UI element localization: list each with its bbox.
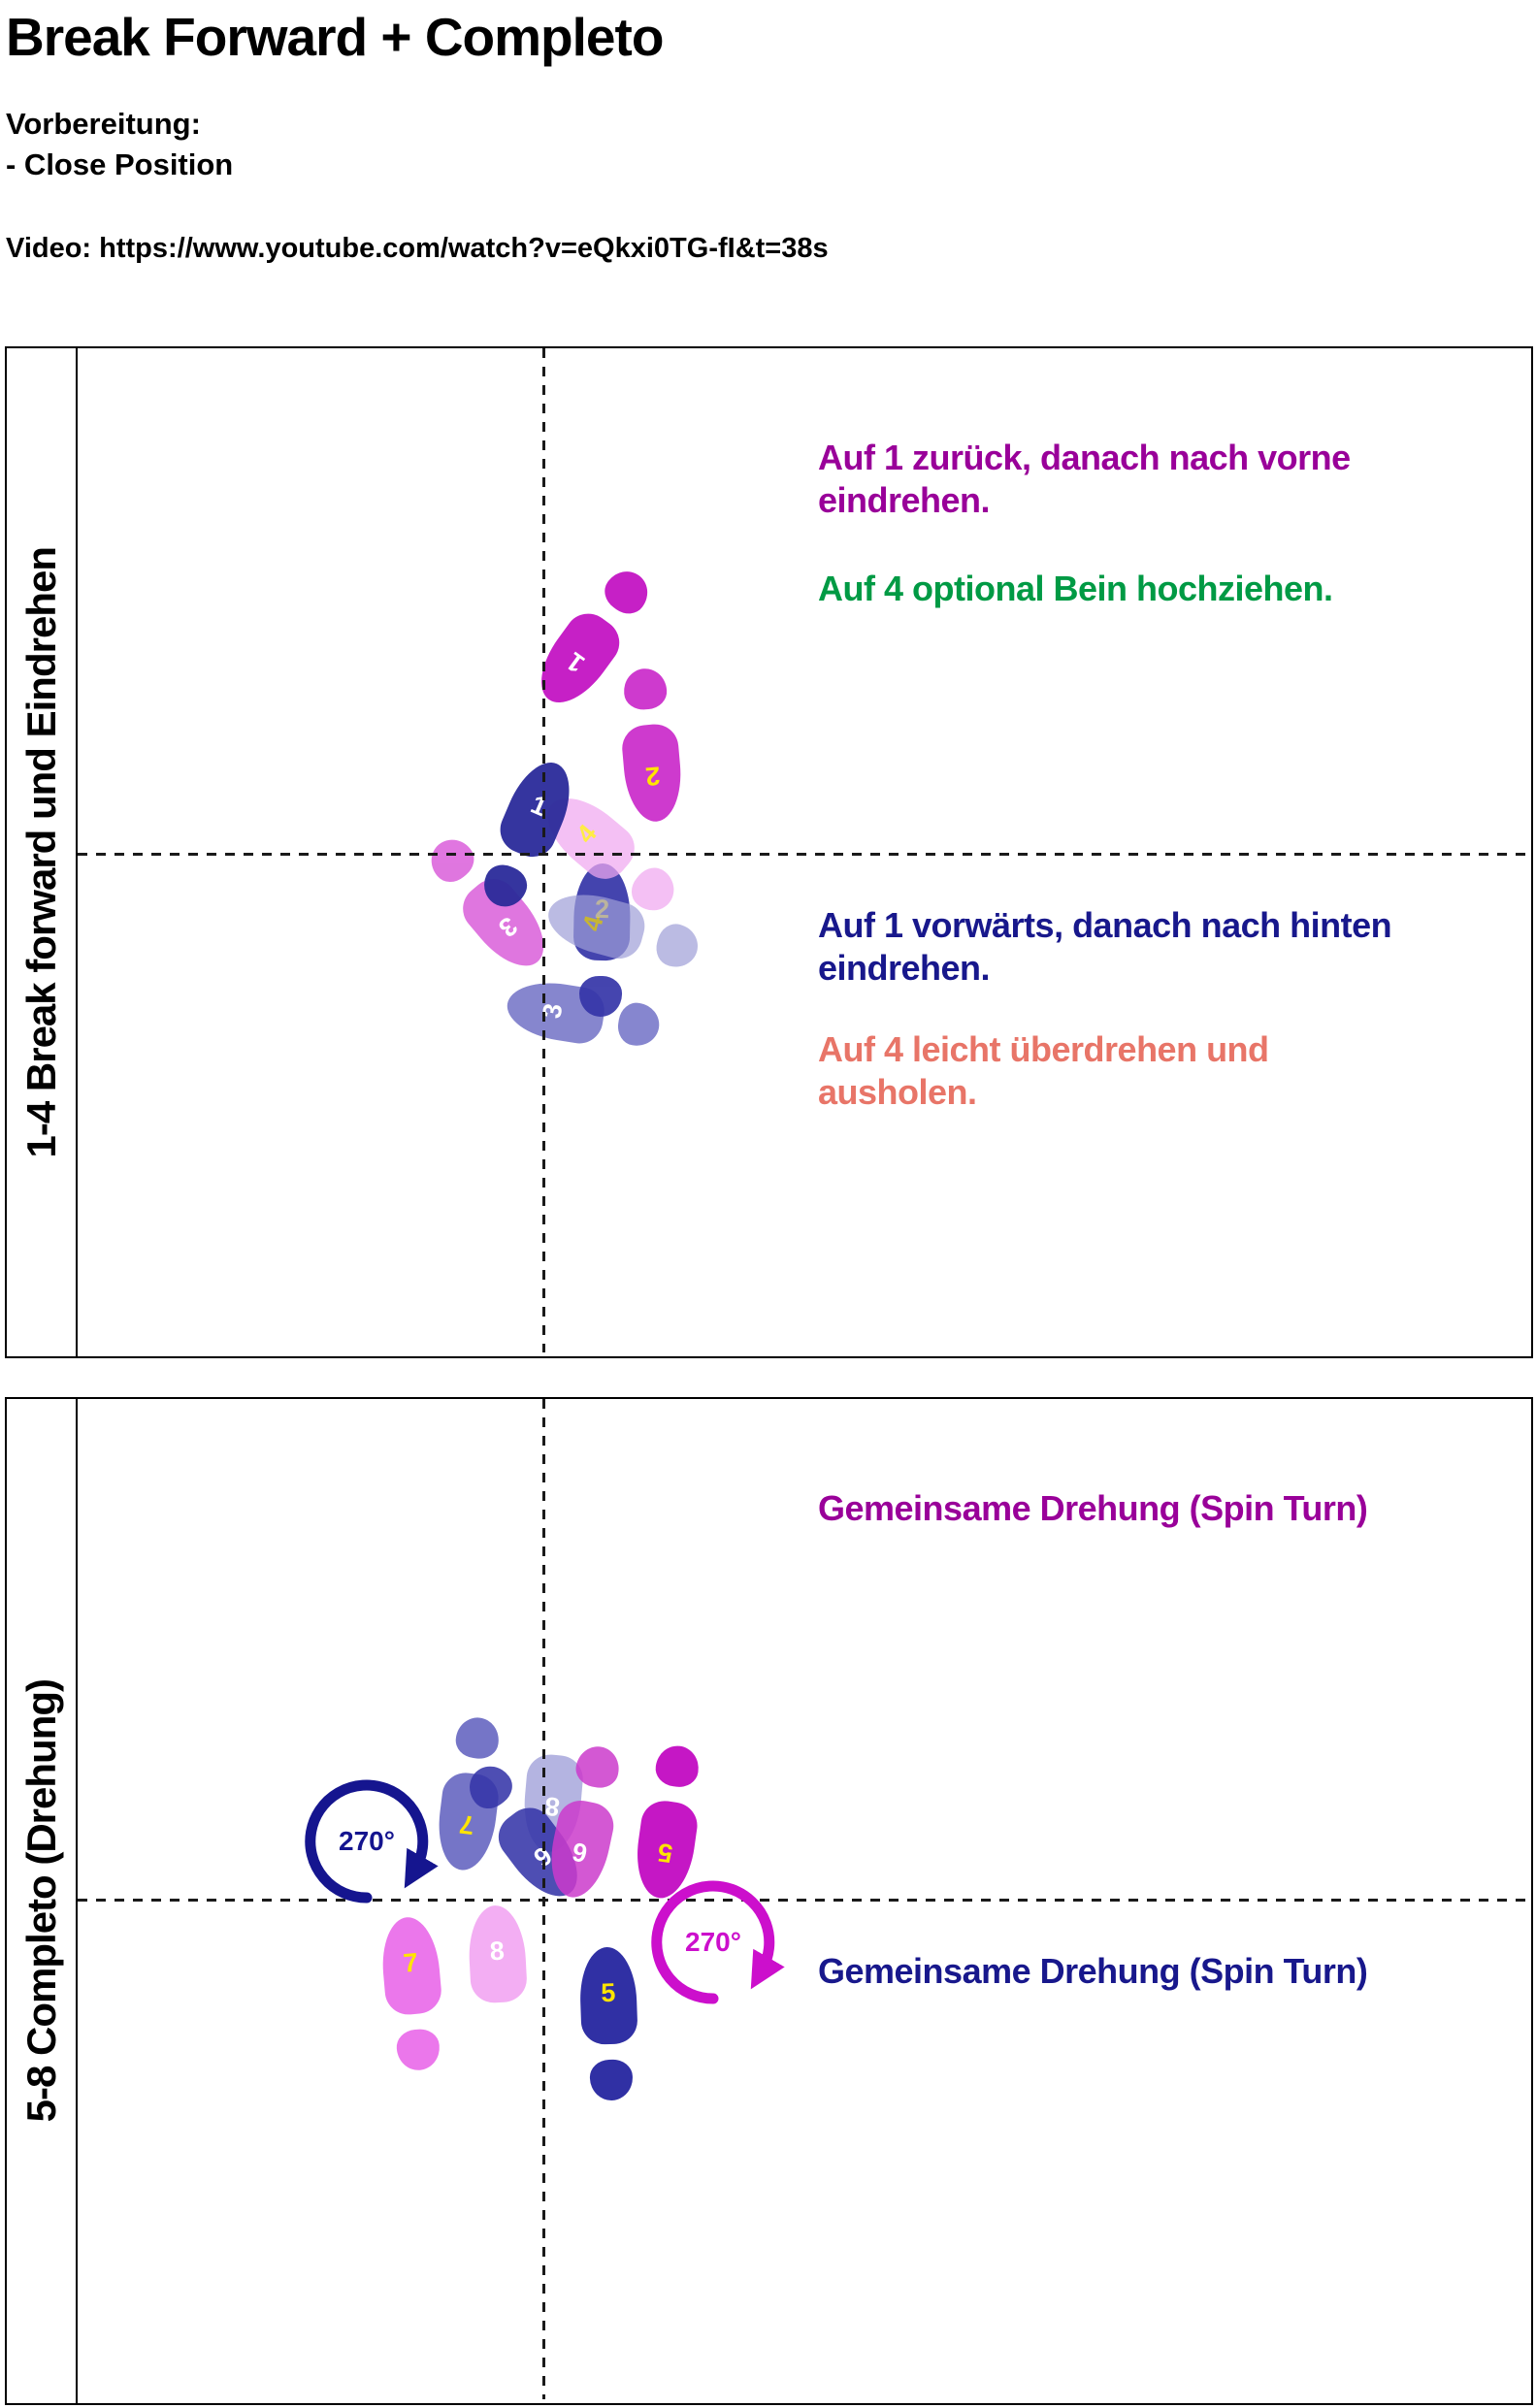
footstep-follower-2: 2 [615,667,685,825]
foot-heel-shape [572,1742,623,1792]
step-number-label: 2 [643,761,662,792]
foot-heel-shape [653,1742,702,1790]
foot-heel-shape [395,2027,441,2072]
foot-heel-shape [589,2059,634,2101]
preparation-item: - Close Position [6,147,234,181]
annotation-text: Auf 1 vorwärts, danach nach hinten eindr… [818,905,1392,988]
step-number-label: 5 [600,1977,616,2008]
foot-heel-shape [622,667,669,712]
video-url-text: Video: https://www.youtube.com/watch?v=e… [6,233,829,264]
foot-heel-shape [453,1714,502,1761]
panel1-label-divider [76,348,78,1356]
foot-heel-shape [422,830,482,890]
annotation-text: Auf 4 optional Bein hochziehen. [818,569,1333,608]
panel1-vertical-axis-dashed [542,348,545,1352]
step-number-label: 7 [402,1947,420,1978]
panel2-label-divider [76,1399,78,2403]
rotation-arrow-icon [305,1779,439,1904]
panel2-horizontal-axis-dashed [78,1899,1529,1902]
step-number-label: 8 [489,1936,506,1967]
page-title: Break Forward + Completo [6,7,664,67]
annotation-text: Auf 4 leicht überdrehen und ausholen. [818,1029,1269,1112]
annotation-text: Auf 1 zurück, danach nach vorne eindrehe… [818,438,1351,520]
panel-steps-1-4: 1-4 Break forward und Eindrehen [5,346,1533,1358]
annotation-text: Gemeinsame Drehung (Spin Turn) [818,1488,1368,1528]
panel1-horizontal-axis-dashed [78,853,1529,856]
foot-heel-shape [597,563,657,621]
preparation-label: Vorbereitung: [6,107,201,141]
footstep-follower-8: 8 [466,1904,531,2061]
annotation-text: Gemeinsame Drehung (Spin Turn) [818,1951,1368,1991]
foot-heel-shape [578,975,623,1018]
rotation-arrow-icon [651,1880,785,2004]
footstep-follower-7: 7 [378,1914,448,2072]
rotation-degrees-label: 270° [685,1927,741,1957]
foot-heel-shape [652,920,703,972]
rotation-degrees-label: 270° [339,1826,395,1856]
